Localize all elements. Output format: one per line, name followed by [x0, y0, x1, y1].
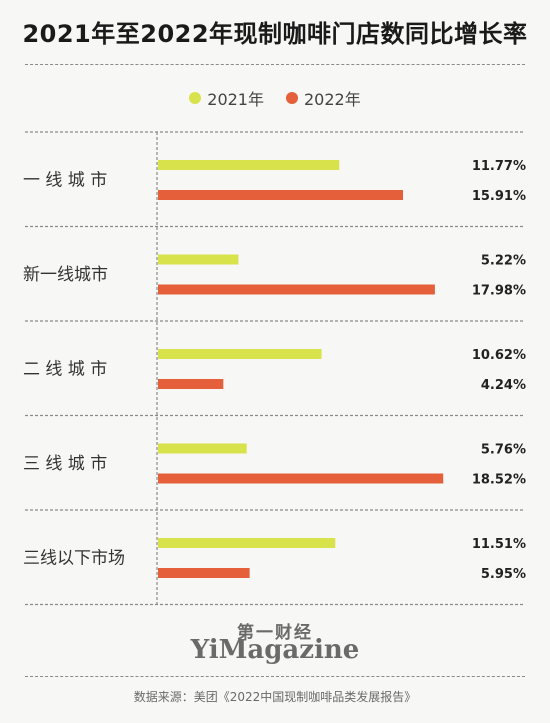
- data-label: 11.77%: [472, 159, 526, 174]
- category-label: 三 线 城 市: [23, 454, 107, 474]
- bar-2021: [158, 538, 336, 548]
- bar-2022: [158, 190, 404, 200]
- data-label: 10.62%: [472, 348, 526, 363]
- legend-item-2022: 2022年: [286, 86, 361, 110]
- bar-2021: [158, 349, 322, 359]
- legend-label-2022: 2022年: [304, 90, 361, 109]
- brand-logo-cn: 第一财经: [237, 623, 313, 643]
- data-label: 18.52%: [472, 473, 526, 488]
- category-label: 二 线 城 市: [23, 359, 107, 379]
- bar-2021: [158, 254, 239, 265]
- legend-swatch-2021: [189, 92, 202, 104]
- data-label: 4.24%: [481, 378, 526, 393]
- legend: 2021年 2022年: [0, 86, 550, 110]
- data-source: 数据来源：美团《2022中国现制咖啡品类发展报告》: [133, 690, 417, 704]
- data-label: 15.91%: [472, 189, 526, 204]
- data-label: 17.98%: [472, 284, 526, 299]
- bar-2022: [158, 473, 444, 484]
- chart-title: 2021年至2022年现制咖啡门店数同比增长率: [22, 20, 528, 48]
- category-label: 一 线 城 市: [23, 170, 107, 190]
- legend-item-2021: 2021年: [189, 86, 264, 110]
- category-label: 三线以下市场: [23, 548, 125, 568]
- legend-label-2021: 2021年: [207, 90, 264, 109]
- brand-logo-en: YiMagazine: [190, 635, 360, 665]
- title-divider: [25, 64, 525, 65]
- bar-2021: [158, 443, 247, 454]
- footer-divider: [25, 676, 525, 677]
- bar-2022: [158, 568, 250, 578]
- data-label: 5.95%: [481, 567, 526, 582]
- data-label: 5.22%: [481, 254, 526, 269]
- data-label: 11.51%: [472, 537, 526, 552]
- category-label: 新一线城市: [23, 265, 108, 285]
- bar-2022: [158, 379, 224, 389]
- bar-2022: [158, 284, 435, 295]
- bar-2021: [158, 160, 340, 170]
- data-label: 5.76%: [481, 443, 526, 458]
- legend-swatch-2022: [286, 92, 298, 104]
